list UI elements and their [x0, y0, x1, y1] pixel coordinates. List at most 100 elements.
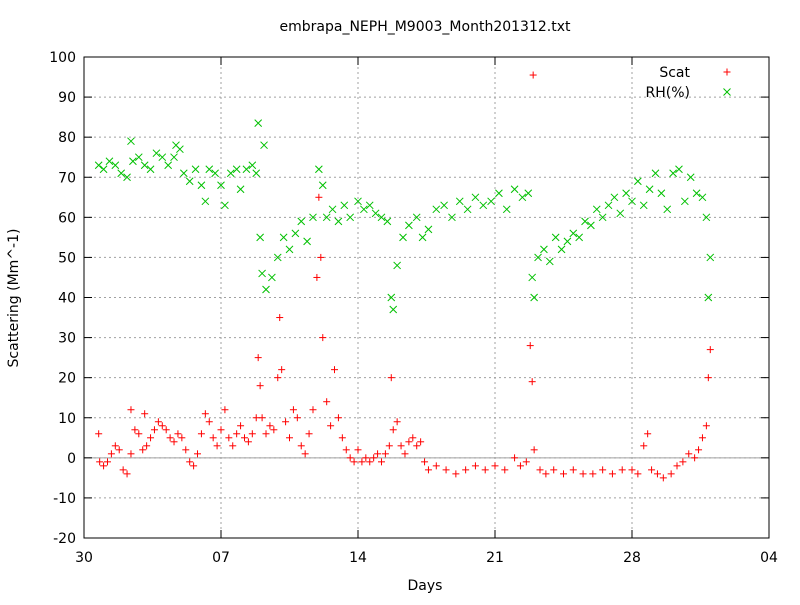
rh-point [105, 157, 114, 166]
rh-point [479, 201, 488, 210]
scat-point [334, 414, 342, 422]
rh-point [94, 161, 103, 170]
scat-point [370, 454, 378, 462]
scat-point [258, 414, 266, 422]
rh-point [645, 185, 654, 194]
legend: Scat RH(%) [646, 65, 731, 101]
y-tick-label: -20 [53, 531, 76, 547]
scat-point [154, 418, 162, 426]
scat-point [667, 470, 675, 478]
rh-point [412, 213, 421, 222]
scat-point [685, 450, 693, 458]
scat-point [421, 458, 429, 466]
rh-point [273, 253, 282, 262]
rh-point [127, 137, 135, 146]
scat-point [186, 458, 194, 466]
scat-point [389, 426, 397, 434]
rh-point [334, 217, 343, 226]
scat-point [262, 430, 270, 438]
rh-point [698, 193, 707, 202]
rh-point [242, 165, 251, 174]
scat-point [131, 426, 139, 434]
scat-point [135, 430, 143, 438]
scat-point [462, 466, 470, 474]
scat-point [270, 426, 278, 434]
scat-point [225, 434, 233, 442]
scat-point [139, 446, 147, 454]
legend-marker-scat [723, 68, 731, 76]
rh-point [297, 217, 306, 226]
rh-point [254, 119, 263, 127]
rh-point [575, 233, 584, 242]
legend-symbol [723, 88, 731, 96]
scat-point [100, 462, 108, 470]
rh-point [702, 213, 711, 222]
scat-point [278, 366, 286, 374]
rh-point [424, 225, 433, 234]
rh-point [686, 173, 695, 182]
scat-point [209, 434, 217, 442]
rh-point [360, 205, 368, 214]
scat-point [317, 253, 325, 261]
scat-point [205, 418, 213, 426]
rh-point [432, 205, 441, 214]
scat-point [141, 410, 149, 418]
rh-point [502, 205, 511, 214]
scat-point [166, 434, 174, 442]
scat-point [346, 454, 354, 462]
scat-point [342, 446, 350, 454]
scat-point [354, 446, 362, 454]
scat-point [442, 466, 450, 474]
rh-point [675, 165, 683, 174]
scat-point [424, 466, 432, 474]
scat-point [96, 458, 104, 466]
scat-point [350, 458, 358, 466]
chart-title: embrapa_NEPH_M9003_Month201312.txt [280, 19, 571, 35]
scat-point [471, 462, 479, 470]
grid-layer [84, 57, 769, 538]
scat-point [127, 406, 135, 414]
legend-symbol [723, 68, 731, 76]
scat-point [95, 430, 103, 438]
scat-point [248, 430, 256, 438]
rh-point [487, 197, 495, 206]
scat-point [174, 430, 182, 438]
rh-point [628, 197, 636, 206]
rh-point [393, 261, 401, 270]
rh-point [657, 189, 666, 198]
rh-point [236, 185, 245, 194]
scat-point [115, 446, 123, 454]
rh-point [663, 205, 672, 214]
scat-point [695, 446, 703, 454]
scat-point [182, 446, 190, 454]
scat-point [579, 470, 587, 478]
y-tick-label: 50 [58, 250, 76, 266]
x-tick-label: 07 [212, 550, 230, 566]
scat-point [297, 442, 305, 450]
scat-point [511, 454, 519, 462]
scat-point [374, 450, 382, 458]
x-tick-label: 14 [349, 550, 367, 566]
rh-point [592, 205, 601, 214]
rh-point [262, 285, 270, 294]
x-tick-label: 04 [760, 550, 778, 566]
scat-point [550, 466, 558, 474]
y-tick-label: 40 [58, 291, 76, 307]
scat-point [194, 450, 202, 458]
rh-point [217, 181, 225, 190]
scat-point [653, 470, 661, 478]
rh-point [471, 193, 480, 202]
scat-point [276, 314, 284, 322]
scat-point [397, 442, 405, 450]
rh-point [495, 189, 503, 198]
rh-point [581, 217, 589, 226]
rh-point [669, 169, 677, 178]
rh-point [622, 189, 630, 198]
rh-point [252, 169, 261, 178]
rh-point [545, 257, 554, 266]
legend-label-scat: Scat [659, 65, 690, 81]
rh-point [170, 153, 178, 162]
y-tick-label: 30 [58, 331, 76, 347]
rh-point [530, 293, 538, 302]
scat-point [640, 442, 648, 450]
